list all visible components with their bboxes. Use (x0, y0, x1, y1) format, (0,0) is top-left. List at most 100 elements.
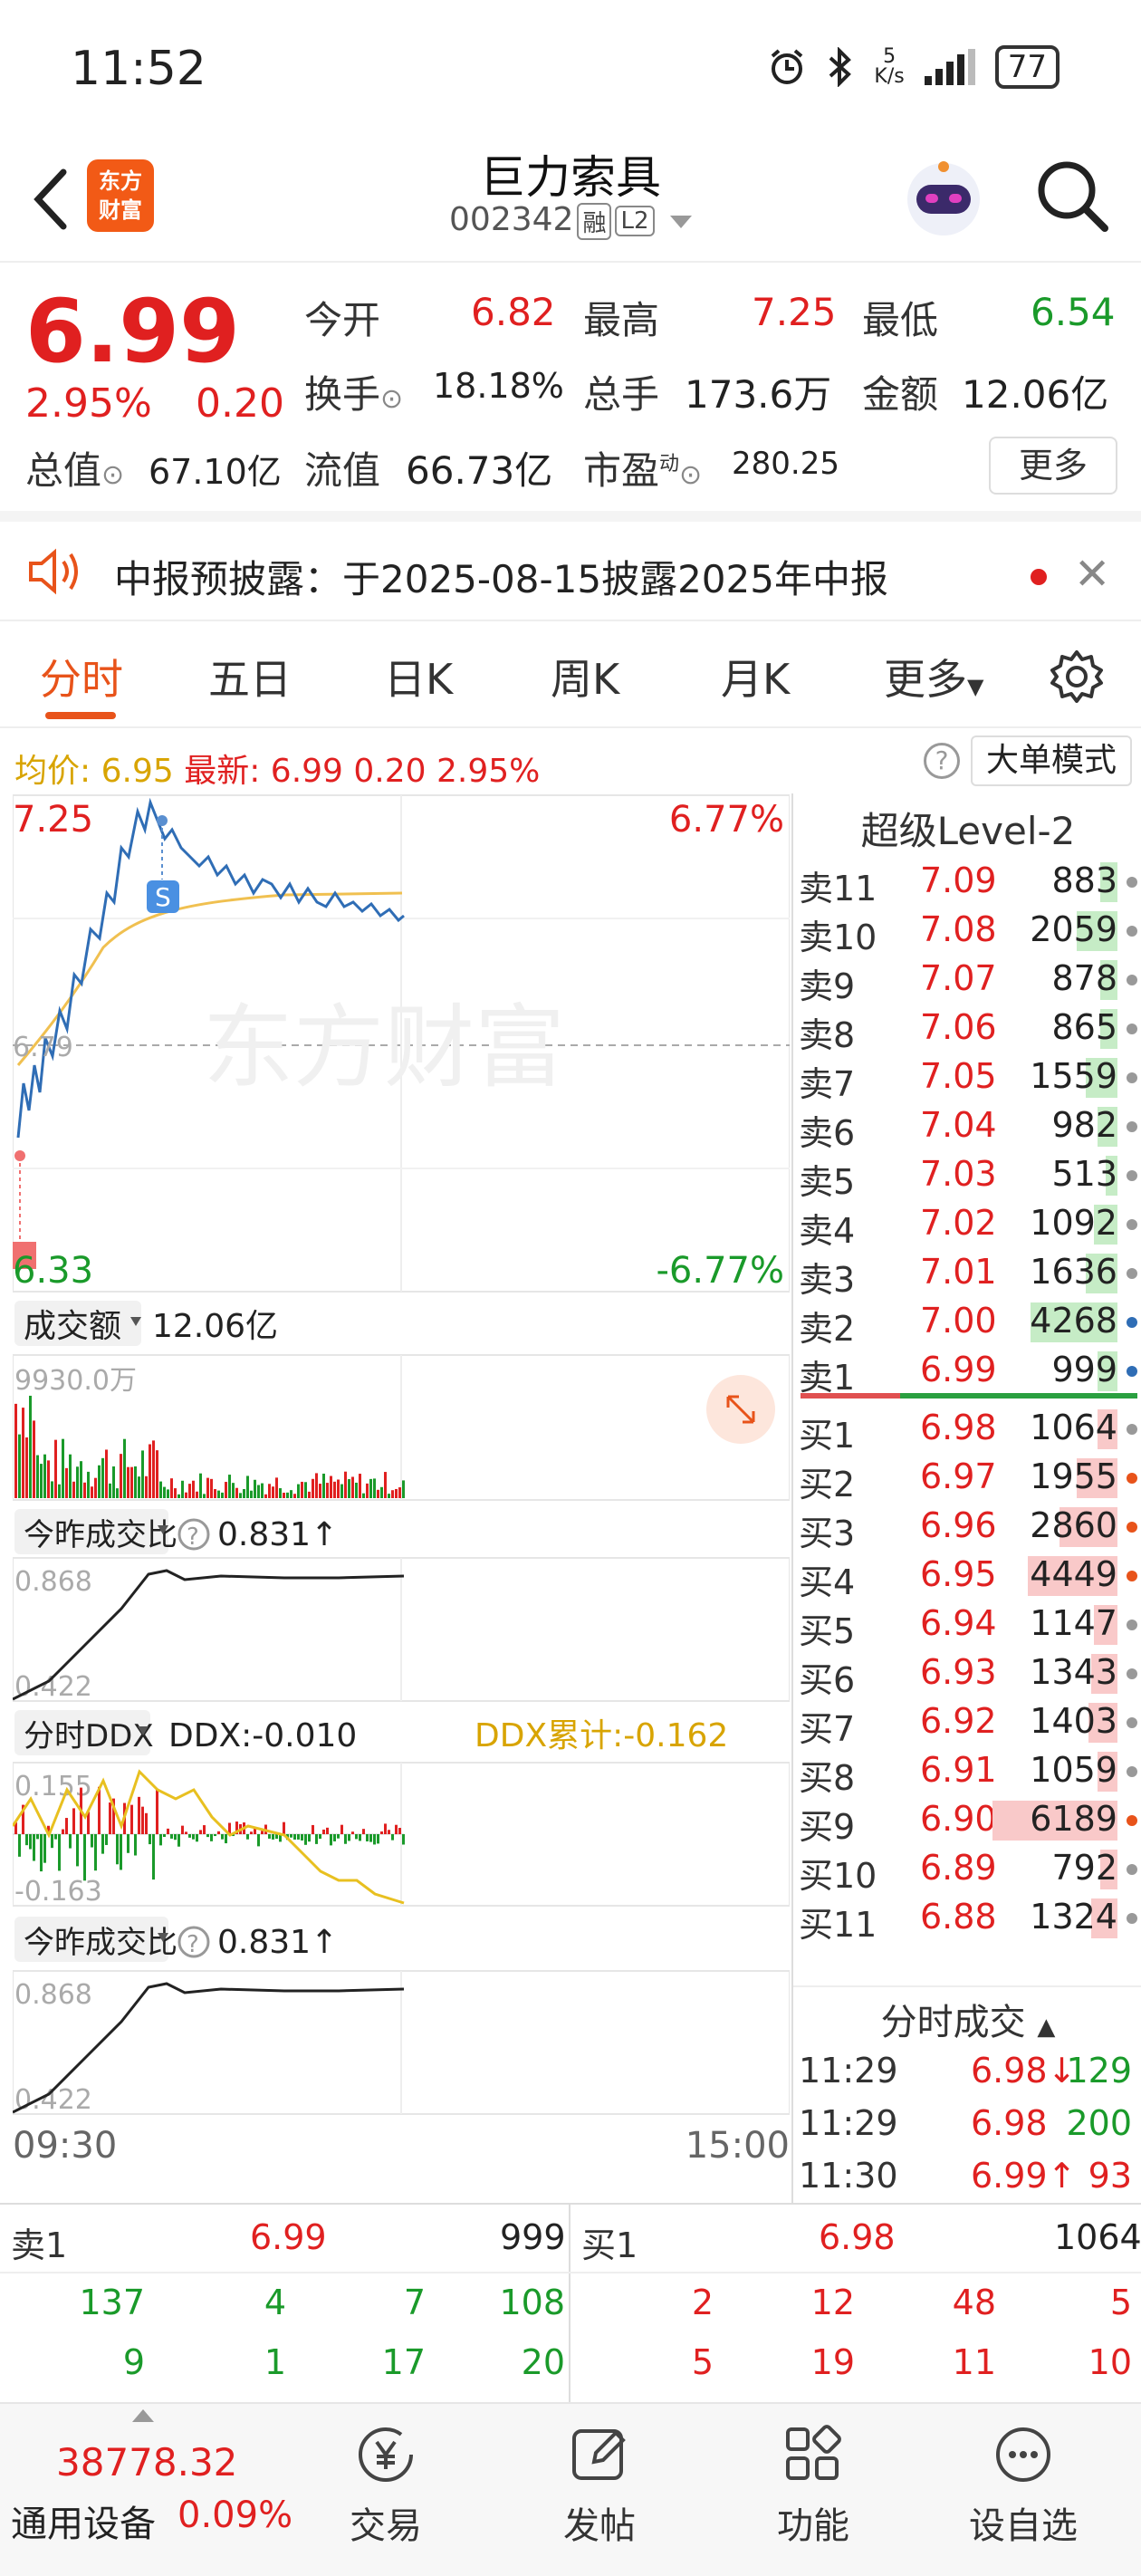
ddx-bar (315, 1834, 318, 1844)
turnover-label: 换手⊙ (304, 372, 404, 417)
notice-bar[interactable]: 中报预披露：于2025-08-15披露2025年中报 ✕ (0, 511, 1141, 621)
ask-volume-bar (1031, 1302, 1117, 1342)
volume-bar (87, 1471, 90, 1498)
volume-bar (308, 1491, 311, 1498)
ddx-bar (62, 1829, 64, 1834)
ask-row[interactable]: 卖9 7.07 878 (793, 955, 1141, 1006)
functions-button[interactable]: 功能 (741, 2422, 886, 2549)
tab-more[interactable]: 更多▼ (884, 655, 984, 704)
ask-row[interactable]: 卖1 6.99 999 (793, 1346, 1141, 1398)
ddx-bar (362, 1829, 365, 1834)
index-value[interactable]: 38778.32 (56, 2440, 238, 2485)
bid-row[interactable]: 买5 6.94 1147 (793, 1600, 1141, 1651)
avg-price-line (16, 891, 403, 1066)
speaker-icon (29, 548, 78, 595)
bid-row[interactable]: 买1 6.98 1064 (793, 1404, 1141, 1456)
index-name[interactable]: 通用设备 (11, 2504, 156, 2545)
bid-price: 6.96 (920, 1505, 997, 1545)
ddx-bar (149, 1834, 151, 1845)
back-arrow-icon[interactable] (25, 163, 80, 235)
tab-five-day[interactable]: 五日 (208, 655, 292, 704)
robot-assistant-icon[interactable] (900, 154, 987, 241)
dropdown-triangle-icon (669, 216, 692, 228)
post-button[interactable]: 发帖 (527, 2422, 672, 2549)
stock-name[interactable]: 巨力索具 (480, 151, 661, 204)
tab-intraday[interactable]: 分时 (40, 655, 123, 704)
bid-row[interactable]: 买4 6.95 4449 (793, 1551, 1141, 1602)
bid-row[interactable]: 买2 6.97 1955 (793, 1453, 1141, 1504)
ddx-bar (326, 1827, 329, 1834)
bid-row[interactable]: 买10 6.89 792 (793, 1844, 1141, 1896)
bid-volume-bar (1094, 1605, 1117, 1645)
pct-high-label: 6.77% (669, 799, 784, 841)
queue-ask-label: 卖1 (11, 2225, 68, 2265)
bid-indicator-dot (1127, 1815, 1137, 1826)
ask-row[interactable]: 卖4 7.02 1092 (793, 1199, 1141, 1251)
ask-volume-bar (1106, 1156, 1117, 1196)
ask-row[interactable]: 卖8 7.06 865 (793, 1004, 1141, 1055)
ask-row[interactable]: 卖5 7.03 513 (793, 1150, 1141, 1202)
ask-level-label: 卖6 (799, 1113, 856, 1153)
ask-row[interactable]: 卖10 7.08 2059 (793, 906, 1141, 957)
more-button[interactable]: 更多 (989, 437, 1117, 495)
ticks-title[interactable]: 分时成交 ▲ (880, 2002, 1056, 2043)
queue-order-size: 5 (691, 2342, 714, 2382)
search-icon[interactable] (1032, 156, 1112, 235)
ask-row[interactable]: 卖3 7.01 1636 (793, 1248, 1141, 1300)
bid-row[interactable]: 买11 6.88 1324 (793, 1893, 1141, 1945)
active-tab-indicator (45, 712, 116, 719)
ddx-bar (185, 1831, 187, 1834)
ddx-bar (221, 1834, 224, 1840)
ddx-bar (235, 1821, 238, 1834)
ddx-bar (359, 1834, 361, 1841)
volume-bar (373, 1478, 376, 1498)
volume-bar (232, 1483, 235, 1498)
volume-bar (40, 1464, 43, 1498)
low-label: 最低 (862, 298, 939, 342)
volume-bar (181, 1480, 184, 1498)
ask-row[interactable]: 卖6 7.04 982 (793, 1101, 1141, 1153)
ddx-bar (268, 1834, 271, 1839)
volume-bar (54, 1439, 57, 1498)
queue-order-size: 11 (952, 2342, 996, 2382)
time-end-label: 15:00 (685, 2125, 790, 2167)
add-watchlist-button[interactable]: 设自选 (951, 2422, 1096, 2549)
stock-code-line[interactable]: 002342 融 L2 (0, 201, 1141, 240)
ddx-bar (22, 1804, 24, 1834)
ask-row[interactable]: 卖7 7.05 1559 (793, 1053, 1141, 1104)
ddx-bar (254, 1828, 256, 1834)
bid-volume: 6189 (1030, 1799, 1117, 1839)
ddx-bar (167, 1828, 169, 1834)
bid-row[interactable]: 买9 6.90 6189 (793, 1795, 1141, 1847)
queue-order-size: 17 (381, 2342, 426, 2382)
trade-button[interactable]: 交易 (313, 2422, 458, 2549)
tab-monthly-k[interactable]: 月K (721, 655, 791, 704)
bid-row[interactable]: 买6 6.93 1343 (793, 1648, 1141, 1700)
settings-gear-icon[interactable] (1049, 649, 1105, 705)
volume-label: 总手 (583, 372, 660, 417)
bid-row[interactable]: 买7 6.92 1403 (793, 1697, 1141, 1749)
intraday-chart-area[interactable]: 东方财富 S 7.25 6.77% 6.79 6.33 -6.77% 成交额 1… (11, 793, 791, 2167)
bid-volume: 1324 (1030, 1897, 1117, 1937)
ask-row[interactable]: 卖2 7.00 4268 (793, 1297, 1141, 1349)
tab-weekly-k[interactable]: 周K (551, 655, 620, 704)
ddx-bar (69, 1834, 72, 1849)
volume-bar (130, 1466, 133, 1498)
ask-row[interactable]: 卖11 7.09 883 (793, 857, 1141, 908)
bid-row[interactable]: 买8 6.91 1059 (793, 1746, 1141, 1798)
help-icon[interactable]: ? (924, 743, 960, 779)
bid-row[interactable]: 买3 6.96 2860 (793, 1502, 1141, 1553)
ask-level-label: 卖2 (799, 1309, 856, 1349)
big-order-mode-button[interactable]: 大单模式 (971, 735, 1132, 786)
volume-bar (388, 1494, 390, 1498)
volume-bar (167, 1489, 169, 1498)
close-icon[interactable]: ✕ (1074, 549, 1111, 600)
volume-bar (402, 1480, 405, 1498)
volume-bar (188, 1484, 191, 1498)
level2-panel[interactable]: 超级Level-2 卖11 7.09 883 卖10 7.08 2059 卖9 7.07 878… (791, 793, 1141, 2203)
ask-volume-bar (1098, 1351, 1117, 1391)
volume-bar (377, 1489, 379, 1498)
volume-bar (58, 1484, 61, 1498)
ddx-bar (199, 1830, 202, 1834)
tab-daily-k[interactable]: 日K (384, 655, 454, 704)
